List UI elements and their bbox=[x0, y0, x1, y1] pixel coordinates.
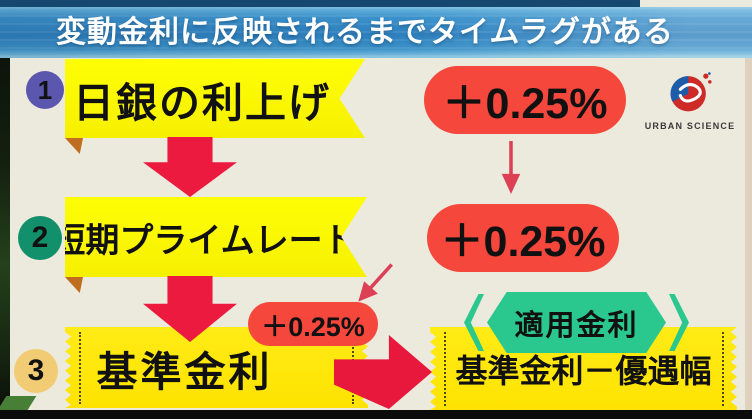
background-right-strip bbox=[745, 56, 752, 410]
step-2-number-badge: 2 bbox=[18, 216, 62, 260]
urban-science-mark-icon bbox=[670, 72, 712, 112]
step-1-number-badge: 1 bbox=[26, 71, 64, 109]
step-1-ribbon: 日銀の利上げ bbox=[65, 59, 365, 138]
step-1-number: 1 bbox=[37, 74, 53, 105]
step-1-rate: ＋0.25% bbox=[442, 80, 608, 128]
step-2-rate-pill: ＋0.25% bbox=[427, 204, 619, 272]
title-banner bbox=[0, 7, 752, 58]
applied-rate-label: 適用金利 bbox=[514, 309, 639, 342]
step-3-rate: ＋0.25% bbox=[261, 311, 365, 342]
step-3-label: 基準金利 bbox=[96, 348, 273, 395]
banner-navy-edge bbox=[0, 0, 640, 10]
step-3-number-badge: 3 bbox=[14, 349, 58, 393]
step-2-rate: ＋0.25% bbox=[440, 218, 606, 266]
step-2-number: 2 bbox=[31, 221, 49, 254]
ticket-dotted-line bbox=[722, 332, 724, 406]
background-bottom-bar bbox=[0, 410, 752, 419]
step-2-label: 短期プライムレート bbox=[51, 221, 357, 260]
page-title: 変動金利に反映されるまでタイムラグがある bbox=[56, 16, 674, 49]
step-2-ribbon: 短期プライムレート bbox=[65, 197, 367, 277]
result-formula: 基準金利－優遇幅 bbox=[455, 352, 712, 389]
thin-down-arrow-icon bbox=[501, 141, 521, 194]
applied-rate-tag: 適用金利 bbox=[487, 292, 666, 353]
step-1-ribbon-fold bbox=[65, 138, 83, 154]
urban-science-logo: URBAN SCIENCE bbox=[644, 70, 736, 140]
down-arrow-1-icon bbox=[143, 137, 237, 197]
background-left-strip bbox=[0, 30, 10, 419]
urban-science-wordmark: URBAN SCIENCE bbox=[644, 121, 736, 131]
step-1-label: 日銀の利上げ bbox=[73, 79, 331, 126]
step-3-rate-pill: ＋0.25% bbox=[248, 302, 378, 346]
background-green-streak bbox=[0, 396, 37, 410]
ticket-dotted-line bbox=[79, 332, 81, 404]
step-3-number: 3 bbox=[27, 354, 45, 387]
step-1-rate-pill: ＋0.25% bbox=[424, 66, 626, 134]
ticket-dotted-line bbox=[444, 332, 446, 406]
step-2-ribbon-fold bbox=[65, 277, 83, 293]
